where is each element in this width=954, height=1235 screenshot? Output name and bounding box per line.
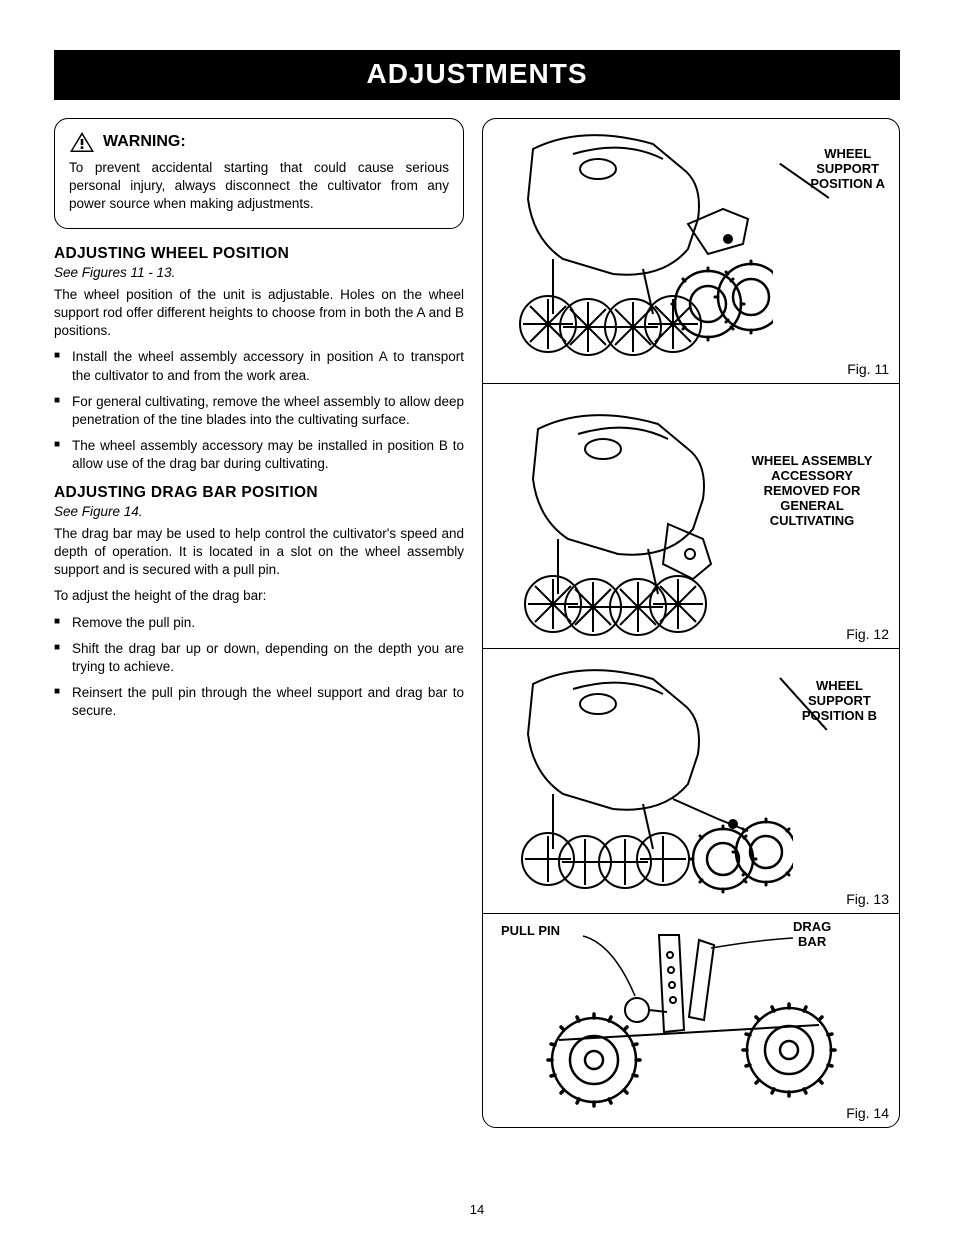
callout-pull-pin: PULL PIN xyxy=(501,924,560,939)
section1-paragraph: The wheel position of the unit is adjust… xyxy=(54,286,464,341)
see-figures-ref-2: See Figure 14. xyxy=(54,504,464,519)
list-item: Install the wheel assembly accessory in … xyxy=(54,348,464,384)
warning-triangle-icon xyxy=(69,131,95,153)
page-title-bar: ADJUSTMENTS xyxy=(54,50,900,100)
warning-box: WARNING: To prevent accidental starting … xyxy=(54,118,464,229)
callout-drag-bar: DRAGBAR xyxy=(793,920,831,950)
cultivator-drawing-fig13 xyxy=(493,659,793,907)
figure-caption-12: Fig. 12 xyxy=(846,626,889,642)
section1-bullet-list: Install the wheel assembly accessory in … xyxy=(54,348,464,473)
figure-stack: WHEELSUPPORTPOSITION A Fig. 11 xyxy=(482,118,900,1128)
figure-12-panel: WHEEL ASSEMBLYACCESSORYREMOVED FORGENERA… xyxy=(483,384,899,649)
section2-paragraph-2: To adjust the height of the drag bar: xyxy=(54,587,464,605)
callout-wheel-support-a: WHEELSUPPORTPOSITION A xyxy=(810,147,885,192)
left-column: WARNING: To prevent accidental starting … xyxy=(54,118,464,1128)
warning-heading-row: WARNING: xyxy=(69,131,449,153)
cultivator-drawing-fig12 xyxy=(493,394,743,639)
callout-wheel-support-b: WHEELSUPPORTPOSITION B xyxy=(802,679,877,724)
right-column: WHEELSUPPORTPOSITION A Fig. 11 xyxy=(482,118,900,1128)
list-item: Reinsert the pull pin through the wheel … xyxy=(54,684,464,720)
warning-body-text: To prevent accidental starting that coul… xyxy=(69,159,449,214)
list-item: For general cultivating, remove the whee… xyxy=(54,393,464,429)
list-item: Shift the drag bar up or down, depending… xyxy=(54,640,464,676)
section-heading-wheel: ADJUSTING WHEEL POSITION xyxy=(54,245,464,263)
page-number: 14 xyxy=(0,1202,954,1217)
figure-caption-11: Fig. 11 xyxy=(847,361,889,377)
see-figures-ref-1: See Figures 11 - 13. xyxy=(54,265,464,280)
figure-13-panel: WHEELSUPPORTPOSITION B Fig. 13 xyxy=(483,649,899,914)
list-item: Remove the pull pin. xyxy=(54,614,464,632)
section-heading-dragbar: ADJUSTING DRAG BAR POSITION xyxy=(54,484,464,502)
two-column-layout: WARNING: To prevent accidental starting … xyxy=(54,118,900,1128)
warning-label: WARNING: xyxy=(103,133,186,151)
figure-14-panel: PULL PIN DRAGBAR Fig. 14 xyxy=(483,914,899,1127)
figure-11-panel: WHEELSUPPORTPOSITION A Fig. 11 xyxy=(483,119,899,384)
list-item: The wheel assembly accessory may be inst… xyxy=(54,437,464,473)
section2-paragraph-1: The drag bar may be used to help control… xyxy=(54,525,464,580)
figure-caption-13: Fig. 13 xyxy=(846,891,889,907)
callout-wheel-removed: WHEEL ASSEMBLYACCESSORYREMOVED FORGENERA… xyxy=(737,454,887,529)
cultivator-drawing-fig11 xyxy=(493,129,773,374)
section2-bullet-list: Remove the pull pin. Shift the drag bar … xyxy=(54,614,464,721)
pullpin-leader xyxy=(543,924,663,1004)
figure-caption-14: Fig. 14 xyxy=(846,1105,889,1121)
